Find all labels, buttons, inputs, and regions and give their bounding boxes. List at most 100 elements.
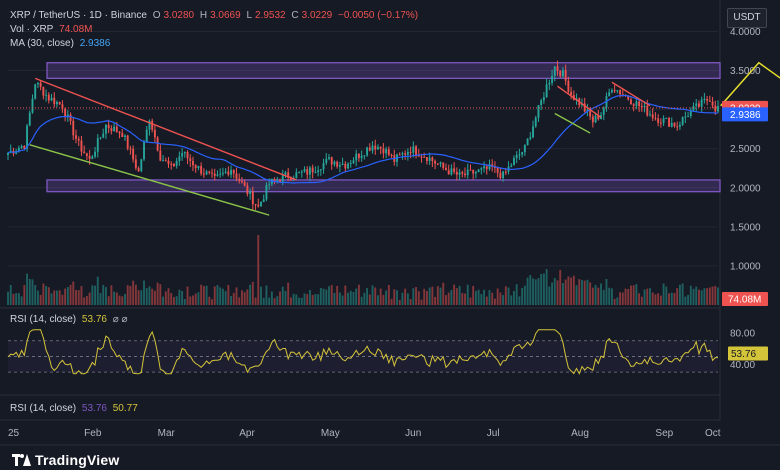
visibility-icon[interactable]: ⌀ ⌀ [112, 314, 128, 325]
candle-body [464, 173, 466, 176]
volume-bar [61, 294, 64, 305]
ma-legend[interactable]: MA (30, close) 2.9386 [10, 38, 113, 49]
volume-bar [145, 288, 148, 305]
volume-bar [192, 295, 194, 305]
candle-body [341, 163, 344, 166]
volume-bar [298, 297, 301, 305]
candle-body [121, 133, 124, 137]
candle-body [295, 172, 298, 178]
volume-bar [559, 269, 562, 305]
candle-body [276, 180, 279, 182]
candle-body [485, 166, 488, 170]
volume-bar [556, 280, 559, 305]
candle-body [338, 165, 341, 167]
candle-body [613, 90, 616, 92]
volume-bar [714, 285, 717, 305]
candle-body [23, 146, 26, 149]
volume-bar [616, 297, 619, 305]
candle-body [235, 173, 238, 179]
rsi-legend-2[interactable]: RSI (14, close) 53.76 50.77 [10, 403, 141, 414]
candle-body [42, 87, 45, 96]
volume-bar [219, 287, 222, 305]
volume-bar [684, 296, 687, 305]
volume-value: 74.08M [59, 24, 93, 35]
volume-bar [594, 284, 597, 305]
candle-body [85, 153, 88, 157]
candle-body [665, 118, 668, 120]
symbol-label[interactable]: XRP / TetherUS · 1D · Binance [10, 10, 147, 21]
volume-bar [355, 288, 358, 305]
volume-bar [534, 279, 537, 305]
volume-bar [706, 288, 709, 305]
candle-body [202, 173, 205, 175]
candle-body [53, 97, 56, 105]
candle-body [75, 135, 77, 139]
volume-bar [77, 290, 80, 305]
candle-body [156, 137, 159, 151]
volume-bar [159, 284, 162, 305]
volume-bar [50, 293, 53, 305]
volume-bar [64, 288, 67, 305]
descending-trendline [557, 85, 602, 118]
candle-body [700, 99, 703, 107]
volume-bar [409, 299, 412, 305]
volume-bar [583, 280, 586, 305]
volume-bar [115, 292, 118, 305]
candle-body [654, 118, 657, 120]
volume-bar [700, 290, 703, 305]
volume-bar [172, 297, 175, 305]
volume-bar [143, 280, 145, 305]
candle-body [472, 169, 475, 174]
candle-body [129, 148, 132, 150]
volume-bar [570, 277, 573, 305]
volume-bar [265, 285, 268, 305]
tradingview-logo[interactable]: TradingView [12, 452, 119, 468]
candle-body [189, 158, 192, 161]
volume-bar [338, 292, 341, 305]
volume-bar [415, 287, 417, 305]
volume-bar [140, 290, 143, 305]
candle-body [649, 114, 651, 116]
candle-body [556, 66, 559, 71]
candle-body [132, 148, 135, 160]
candle-body [387, 149, 390, 156]
volume-bar [621, 292, 624, 305]
volume-bar [630, 285, 632, 305]
candle-body [83, 151, 86, 154]
volume-legend[interactable]: Vol · XRP 74.08M [10, 24, 96, 35]
price-tick-label: 1.0000 [730, 261, 761, 272]
candle-body [659, 122, 662, 124]
support-resistance-zone [46, 179, 721, 193]
volume-bar [36, 290, 39, 305]
volume-bar [34, 285, 37, 305]
candle-body [300, 171, 303, 173]
candle-body [289, 177, 292, 180]
rsi-label: RSI (14, close) [10, 314, 77, 325]
volume-bar [156, 282, 159, 305]
currency-button[interactable]: USDT [727, 8, 767, 28]
volume-bar [521, 288, 524, 305]
volume-bar [439, 287, 442, 305]
candle-body [145, 129, 148, 143]
volume-bar [20, 296, 23, 305]
price-axis-label [722, 107, 768, 122]
volume-bar [314, 294, 317, 305]
volume-bar [390, 298, 393, 305]
candle-body [309, 167, 311, 175]
volume-bar [94, 285, 96, 305]
volume-bar [368, 294, 371, 305]
volume-bar [635, 284, 638, 305]
candle-body [31, 98, 34, 113]
rsi-legend-1[interactable]: RSI (14, close) 53.76 ⌀ ⌀ [10, 314, 131, 325]
rsi-value: 53.76 [81, 314, 107, 325]
candle-body [692, 105, 695, 111]
volume-bar [600, 283, 602, 305]
volume-bar [23, 285, 26, 305]
volume-bar [322, 288, 325, 305]
volume-bar [26, 273, 28, 305]
candle-body [110, 128, 113, 132]
candle-body [336, 161, 339, 167]
rsi-tick-label: 80.00 [730, 328, 755, 339]
volume-bar [83, 297, 86, 305]
